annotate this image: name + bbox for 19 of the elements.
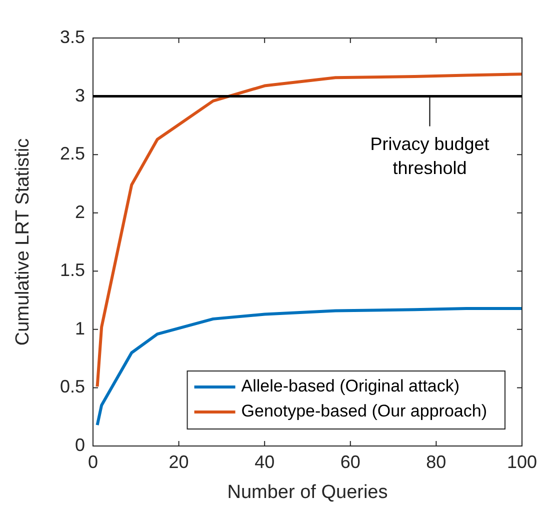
y-tick-label: 3: [74, 85, 85, 106]
y-tick-label: 2.5: [60, 144, 85, 164]
y-tick-label: 2: [74, 202, 85, 222]
legend-label: Genotype-based (Our approach): [241, 402, 487, 421]
ref-line-label: Privacy budget threshold: [369, 133, 490, 180]
y-axis-title: Cumulative LRT Statistic: [12, 138, 34, 346]
y-tick-label: 0: [74, 434, 85, 455]
y-tick-label: 1: [74, 318, 85, 338]
x-axis-title: Number of Queries: [227, 482, 388, 503]
x-tick-label: 100: [506, 452, 538, 472]
x-tick-label: 40: [254, 452, 275, 472]
y-tick-label: 0.5: [60, 376, 85, 397]
legend-label: Allele-based (Original attack): [241, 376, 460, 396]
x-tick-label: 20: [168, 452, 189, 472]
x-tick-label: 60: [340, 452, 360, 472]
x-tick-label: 0: [88, 452, 98, 472]
y-tick-label: 1.5: [60, 260, 85, 280]
y-tick-label: 3.5: [60, 26, 85, 47]
x-tick-label: 80: [426, 452, 446, 472]
